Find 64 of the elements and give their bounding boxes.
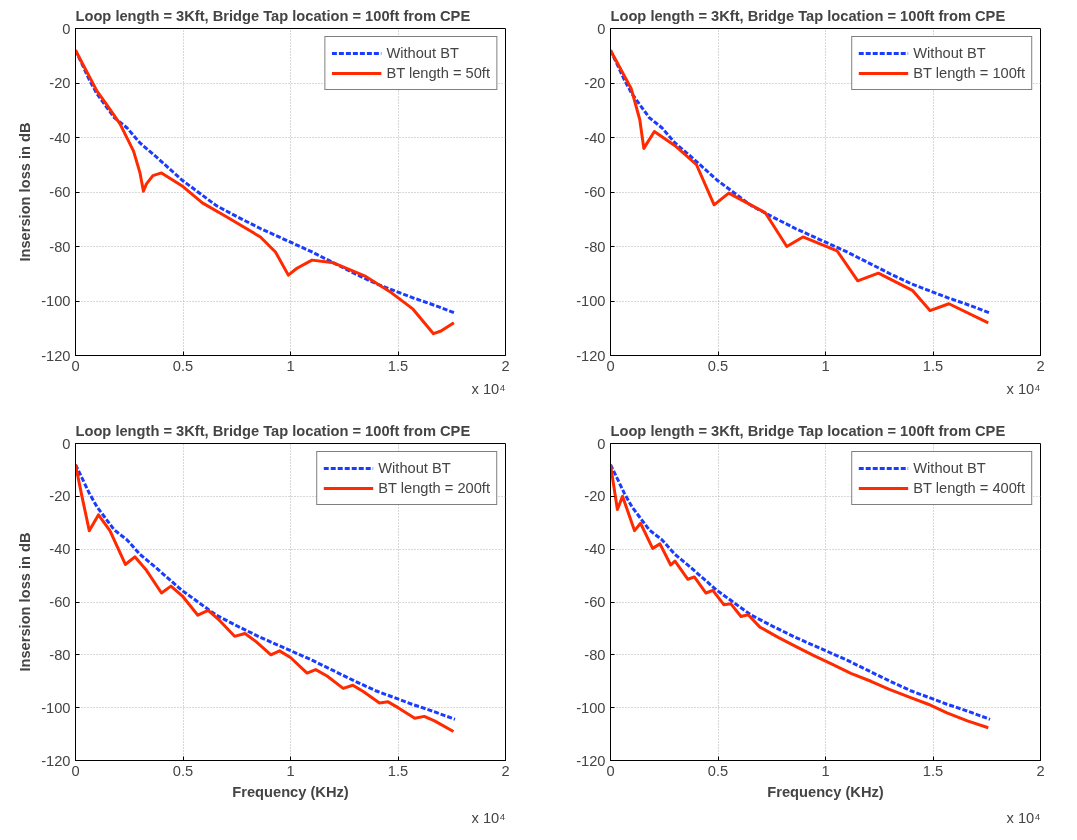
legend-label: Without BT bbox=[386, 45, 459, 61]
legend-label: BT length = 50ft bbox=[386, 65, 490, 81]
y-tick-label: -120 bbox=[576, 347, 606, 364]
x-tick-label: 0.5 bbox=[172, 357, 194, 374]
y-tick-label: 0 bbox=[597, 435, 606, 452]
x-tick-label: 1.5 bbox=[387, 357, 409, 374]
y-tick-label: -60 bbox=[49, 184, 71, 200]
y-tick-label: -60 bbox=[49, 594, 71, 610]
y-tick-label: -40 bbox=[584, 541, 606, 558]
x-tick-label: 0.5 bbox=[707, 357, 729, 374]
y-tick-label: -20 bbox=[49, 488, 71, 505]
y-tick-label: -60 bbox=[584, 594, 606, 610]
x-tick-label: 1.5 bbox=[922, 762, 944, 779]
chart-title: Loop length = 3Kft, Bridge Tap location = 100ft from CPE bbox=[75, 7, 471, 24]
x-tick-label: 1 bbox=[286, 762, 295, 779]
y-tick-label: -100 bbox=[576, 699, 606, 716]
y-tick-label: -80 bbox=[49, 646, 71, 663]
text: x 10⁴ bbox=[1006, 809, 1041, 826]
text: x 10⁴ bbox=[1006, 380, 1041, 397]
x-tick-label: 1.5 bbox=[387, 762, 409, 779]
x-axis-title: Frequency (KHz) bbox=[232, 783, 349, 800]
legend-label: BT length = 400ft bbox=[913, 480, 1025, 496]
y-tick-label: -120 bbox=[41, 752, 71, 769]
x-tick-label: 0.5 bbox=[707, 762, 729, 779]
y-tick-label: -40 bbox=[49, 541, 71, 558]
y-tick-label: -40 bbox=[584, 129, 606, 146]
y-tick-label: 0 bbox=[597, 20, 606, 37]
legend-label: Without BT bbox=[913, 460, 986, 476]
y-tick-label: -20 bbox=[49, 75, 71, 91]
x-tick-label: 1 bbox=[821, 762, 830, 779]
y-tick-label: -80 bbox=[584, 646, 606, 663]
legend-label: Without BT bbox=[913, 45, 986, 61]
y-tick-label: -100 bbox=[41, 293, 71, 309]
x-tick-label: 1.5 bbox=[922, 357, 944, 374]
x-tick-label: 2 bbox=[501, 762, 510, 779]
y-tick-label: -100 bbox=[41, 699, 71, 716]
chart-title: Loop length = 3Kft, Bridge Tap location = 100ft from CPE bbox=[610, 422, 1006, 439]
y-tick-label: 0 bbox=[62, 20, 71, 37]
legend-label: BT length = 200ft bbox=[378, 480, 490, 496]
text: x 10⁴ bbox=[471, 809, 506, 826]
x-tick-label: 2 bbox=[501, 357, 510, 374]
y-tick-label: -120 bbox=[41, 347, 71, 364]
y-axis-title: Insersion loss in dB bbox=[17, 532, 34, 672]
x-tick-label: 1 bbox=[286, 357, 295, 374]
y-axis-title: Insersion loss in dB bbox=[17, 122, 34, 262]
y-tick-label: -80 bbox=[584, 238, 606, 255]
y-tick-label: -60 bbox=[584, 184, 606, 200]
y-tick-label: -120 bbox=[576, 752, 606, 769]
y-tick-label: 0 bbox=[62, 435, 71, 452]
y-tick-label: -80 bbox=[49, 238, 71, 255]
x-tick-label: 1 bbox=[821, 357, 830, 374]
x-tick-label: 2 bbox=[1036, 762, 1045, 779]
x-tick-label: 2 bbox=[1036, 357, 1045, 374]
legend-label: Without BT bbox=[378, 460, 451, 476]
y-tick-label: -20 bbox=[584, 75, 606, 91]
y-tick-label: -20 bbox=[584, 488, 606, 505]
chart-title: Loop length = 3Kft, Bridge Tap location = 100ft from CPE bbox=[610, 7, 1006, 24]
x-axis-title: Frequency (KHz) bbox=[767, 783, 884, 800]
x-tick-label: 0.5 bbox=[172, 762, 194, 779]
legend-label: BT length = 100ft bbox=[913, 65, 1025, 81]
y-tick-label: -100 bbox=[576, 293, 606, 309]
chart-title: Loop length = 3Kft, Bridge Tap location = 100ft from CPE bbox=[75, 422, 471, 439]
text: x 10⁴ bbox=[471, 380, 506, 397]
y-tick-label: -40 bbox=[49, 129, 71, 146]
